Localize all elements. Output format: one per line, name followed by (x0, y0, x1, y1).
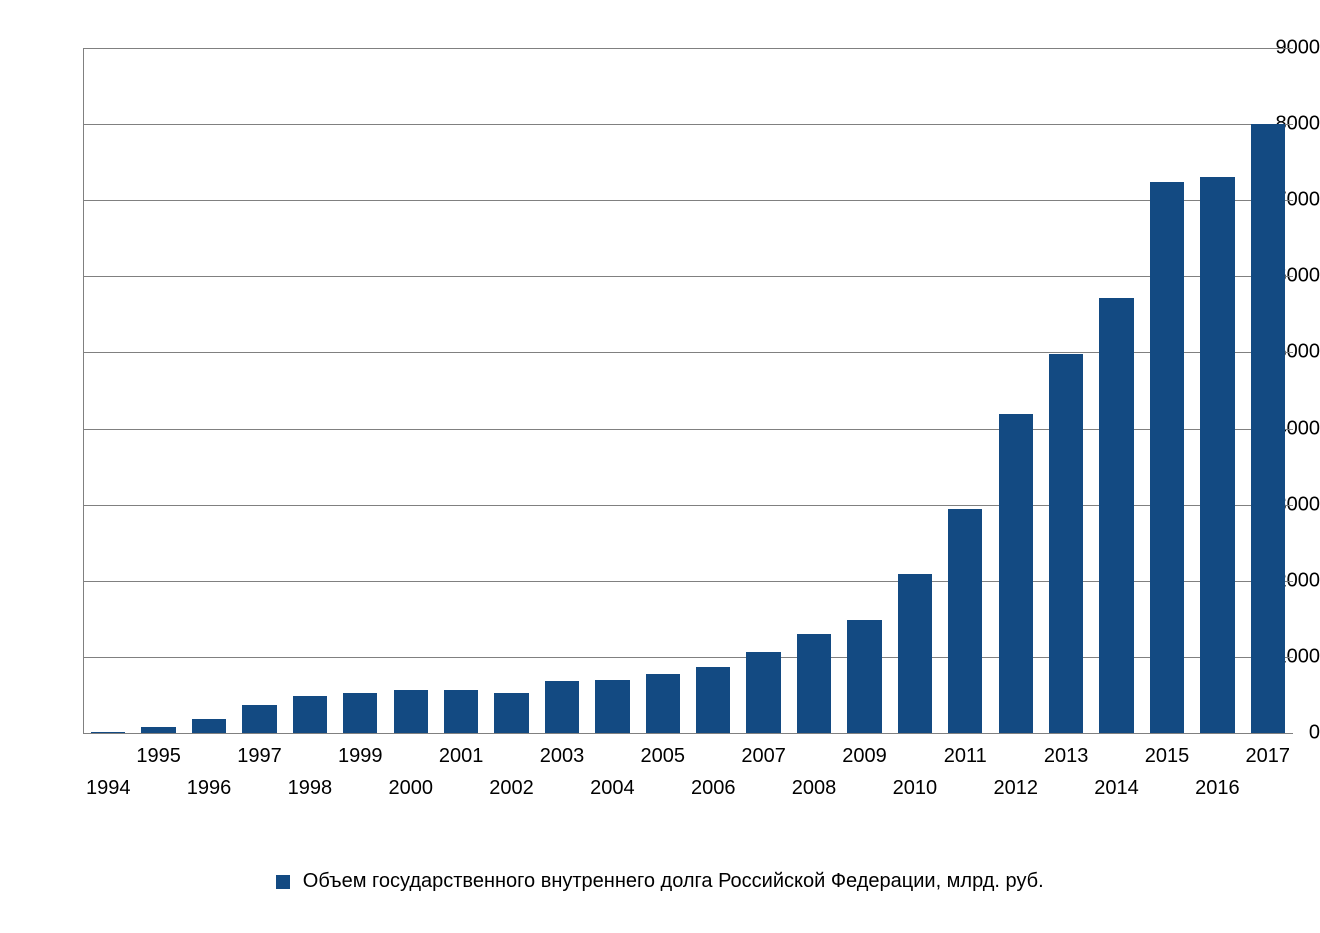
x-tick-label: 2017 (1246, 745, 1291, 768)
x-tick-label: 2000 (388, 777, 433, 800)
x-tick-label: 1995 (136, 745, 181, 768)
bar (595, 680, 629, 733)
legend-label: Объем государственного внутреннего долга… (303, 870, 1044, 893)
x-tick-label: 2012 (993, 777, 1038, 800)
x-tick-label: 2005 (641, 745, 686, 768)
x-tick-label: 2014 (1094, 777, 1139, 800)
x-tick-label: 2011 (944, 745, 987, 768)
bar (696, 667, 730, 733)
bar (1049, 354, 1083, 733)
x-tick-label: 1999 (338, 745, 383, 768)
x-tick-label: 1996 (187, 777, 232, 800)
bar (999, 414, 1033, 733)
chart-legend: Объем государственного внутреннего долга… (0, 870, 1320, 893)
gridline (83, 733, 1293, 734)
chart-container: 0100020003000400050006000700080009000 19… (0, 0, 1320, 933)
bar (545, 681, 579, 733)
gridline (83, 200, 1293, 201)
bar (847, 620, 881, 733)
x-tick-label: 2007 (741, 745, 786, 768)
bar (293, 696, 327, 733)
bar (141, 727, 175, 733)
bar (1150, 182, 1184, 733)
x-tick-label: 2006 (691, 777, 736, 800)
bar (1200, 177, 1234, 733)
x-tick-label: 2004 (590, 777, 635, 800)
x-tick-label: 1994 (86, 777, 131, 800)
x-tick-label: 2009 (842, 745, 887, 768)
x-tick-label: 1997 (237, 745, 282, 768)
y-axis-line (83, 48, 84, 733)
gridline (83, 276, 1293, 277)
x-tick-label: 2015 (1145, 745, 1190, 768)
x-tick-label: 2002 (489, 777, 534, 800)
bar (797, 634, 831, 733)
x-tick-label: 2003 (540, 745, 585, 768)
bar (91, 732, 125, 733)
x-tick-label: 2013 (1044, 745, 1089, 768)
bar (898, 574, 932, 733)
x-tick-label: 2010 (893, 777, 938, 800)
bar (494, 693, 528, 733)
bar (1251, 124, 1285, 733)
bar (343, 693, 377, 733)
x-tick-label: 2008 (792, 777, 837, 800)
x-tick-label: 1998 (288, 777, 333, 800)
gridline (83, 48, 1293, 49)
gridline (83, 124, 1293, 125)
bar (646, 674, 680, 733)
bar (948, 509, 982, 733)
bar (394, 690, 428, 733)
x-tick-label: 2001 (439, 745, 484, 768)
bar (444, 690, 478, 733)
legend-swatch (276, 875, 290, 889)
bar (746, 652, 780, 733)
bar (192, 719, 226, 733)
bar (242, 705, 276, 733)
x-tick-label: 2016 (1195, 777, 1240, 800)
bar (1099, 298, 1133, 733)
